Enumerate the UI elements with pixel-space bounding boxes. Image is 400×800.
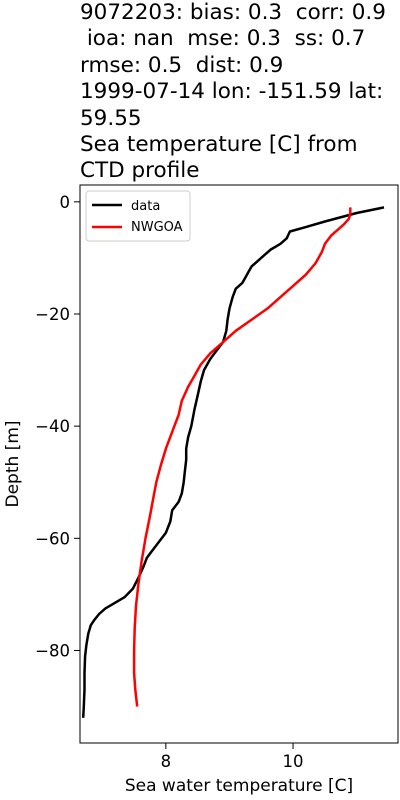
- chart-title: 9072203: bias: 0.3 corr: 0.9 ioa: nan ms…: [80, 0, 400, 185]
- x-tick-label: 8: [161, 752, 172, 771]
- title-line: rmse: 0.5 dist: 0.9: [80, 52, 284, 78]
- axes-frame: [79, 184, 399, 744]
- title-line: CTD profile: [80, 158, 200, 184]
- y-tick-label: 0: [60, 193, 71, 212]
- ticks-layer: 8 10 0 −20 −40 −60 −80: [35, 193, 303, 771]
- legend-label-data: data: [131, 199, 160, 214]
- legend-box: [85, 190, 191, 242]
- y-tick-label: −20: [35, 305, 70, 324]
- title-line: 59.55: [80, 105, 142, 131]
- title-line: 1999-07-14 lon: -151.59 lat:: [80, 79, 384, 105]
- series-layer: [81, 206, 385, 718]
- y-tick-label: −40: [35, 417, 70, 436]
- y-axis-label: Depth [m]: [3, 420, 23, 507]
- x-tick-label: 10: [283, 752, 304, 771]
- legend-label-nwgoa: NWGOA: [131, 220, 183, 235]
- series-line-nwgoa: [132, 207, 352, 707]
- legend: data NWGOA: [85, 190, 191, 242]
- x-axis-label: Sea water temperature [C]: [125, 776, 353, 796]
- series-line-data: [81, 206, 385, 718]
- y-tick-label: −60: [35, 529, 70, 548]
- y-tick-label: −80: [35, 641, 70, 660]
- title-line: 9072203: bias: 0.3 corr: 0.9: [80, 0, 386, 25]
- title-line: ioa: nan mse: 0.3 ss: 0.7: [80, 26, 366, 52]
- title-line: Sea temperature [C] from: [80, 132, 358, 158]
